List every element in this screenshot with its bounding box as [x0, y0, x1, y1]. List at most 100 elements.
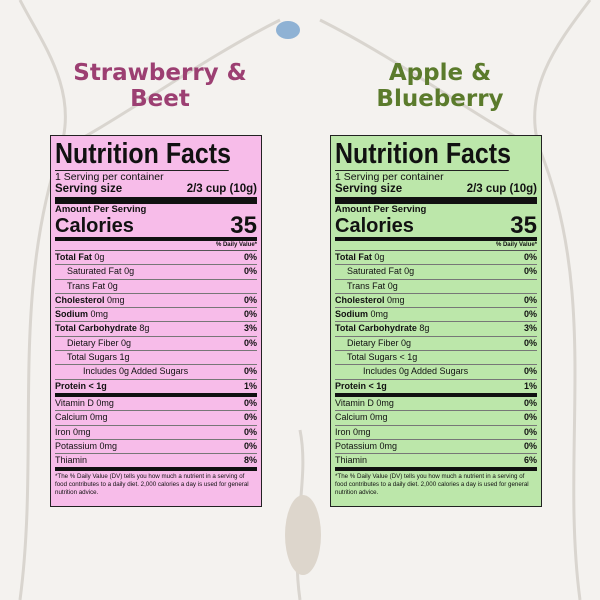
daily-value-header: % Daily Value*	[55, 241, 257, 251]
nutrient-name: Protein < 1g	[55, 380, 107, 391]
nutrient-row: Total Sugars < 1g	[335, 351, 537, 366]
nutrient: Saturated Fat 0g	[335, 265, 414, 278]
nutrient-row: Sodium 0mg 0%	[55, 308, 257, 323]
nutrient-row: Potassium 0mg 0%	[335, 440, 537, 455]
nutrient-name: Total Sugars	[67, 352, 118, 363]
nutrient-row: Total Carbohydrate 8g 3%	[335, 322, 537, 337]
nutrient: Total Carbohydrate 8g	[55, 322, 149, 335]
nutrient-amount: 0mg	[99, 440, 118, 451]
nutrient-amount: 0mg	[379, 440, 398, 451]
nutrient-amount: 0mg	[90, 412, 108, 423]
nutrient: Sodium 0mg	[335, 308, 388, 321]
nutrient: Trans Fat 0g	[335, 280, 398, 293]
daily-value: 8%	[243, 455, 257, 466]
daily-value: 0%	[523, 440, 537, 451]
nutrient: Vitamin D 0mg	[335, 397, 394, 410]
nutrient: Total Carbohydrate 8g	[335, 322, 429, 335]
nutrient: Calcium 0mg	[55, 411, 108, 424]
daily-value: 0%	[523, 397, 537, 408]
daily-value: 0%	[243, 366, 257, 377]
nutrient-amount: 0g	[124, 266, 135, 277]
daily-value: 0%	[523, 252, 537, 262]
nutrient: Calcium 0mg	[335, 411, 388, 424]
nutrient: Total Fat 0g	[55, 251, 104, 264]
product-panel: Apple & Blueberry Nutrition Facts 1 Servin…	[320, 60, 560, 507]
nutrient-row: Includes 0g Added Sugars 0%	[55, 365, 257, 380]
nutrient-row: Vitamin D 0mg 0%	[335, 397, 537, 412]
daily-value: 0%	[523, 294, 537, 305]
nutrient: Thiamin	[55, 454, 87, 467]
nutrient-name: Dietary Fiber	[347, 337, 399, 348]
serving-size-value: 2/3 cup (10g)	[186, 183, 257, 195]
calories: Calories 35	[335, 212, 537, 241]
daily-value: 0%	[523, 309, 537, 320]
daily-value: 1%	[523, 380, 537, 391]
nutrient-name: Total Carbohydrate	[55, 323, 137, 334]
nutrient-row: Thiamin 6%	[335, 454, 537, 472]
serving-size-label: Serving size	[335, 183, 403, 195]
nutrient-name: Saturated Fat	[67, 266, 122, 277]
nutrient-row: Dietary Fiber 0g 0%	[335, 337, 537, 352]
daily-value: 0%	[523, 412, 537, 423]
nutrient: Potassium 0mg	[335, 440, 397, 453]
calories-label: Calories	[335, 215, 414, 237]
nutrient-amount: < 1g	[399, 352, 418, 363]
calories-label: Calories	[55, 215, 134, 237]
nutrient-amount: 0g	[121, 337, 132, 348]
nutrient-amount: 0mg	[387, 294, 405, 305]
nutrient-row: Trans Fat 0g	[335, 280, 537, 294]
nutrition-label: Nutrition Facts 1 Serving per container Se…	[50, 135, 262, 507]
daily-value: 0%	[243, 412, 257, 423]
nutrient-row: Total Sugars 1g	[55, 351, 257, 366]
product-panel: Strawberry & Beet Nutrition Facts 1 Servin…	[40, 60, 280, 507]
nutrient-name: Total Sugars	[347, 352, 398, 363]
nutrient-name: Vitamin D	[335, 397, 374, 408]
product-title: Apple & Blueberry	[376, 60, 504, 112]
label-heading: Nutrition Facts	[55, 138, 231, 171]
nutrient-amount: 8g	[139, 323, 150, 334]
nutrient-name: Potassium	[55, 440, 98, 451]
nutrient-amount: 1g	[119, 352, 130, 363]
serving-size: Serving size 2/3 cup (10g)	[335, 183, 537, 204]
nutrient-name: Thiamin	[55, 455, 88, 466]
nutrient-amount: 0mg	[370, 309, 389, 320]
daily-value: 0%	[523, 337, 537, 348]
nutrient-name: Dietary Fiber	[67, 337, 119, 348]
daily-value: 0%	[243, 397, 257, 408]
nutrient: Includes 0g Added Sugars	[335, 365, 468, 378]
calories-value: 35	[510, 212, 537, 239]
serving-size-value: 2/3 cup (10g)	[466, 183, 537, 195]
daily-value-header: % Daily Value*	[335, 241, 537, 251]
nutrient-row: Potassium 0mg 0%	[55, 440, 257, 455]
nutrient-row: Sodium 0mg 0%	[335, 308, 537, 323]
nutrient-name: Iron	[335, 426, 351, 437]
rabbit	[285, 495, 321, 575]
daily-value: 0%	[243, 266, 257, 277]
nutrient-name: Sodium	[335, 309, 368, 320]
nutrient-row: Saturated Fat 0g 0%	[55, 265, 257, 280]
nutrient: Cholesterol 0mg	[335, 294, 405, 307]
nutrient: Total Sugars 1g	[55, 351, 130, 364]
nutrient-name: Calcium	[335, 412, 368, 423]
nutrient-row: Thiamin 8%	[55, 454, 257, 472]
nutrient-amount: 0g	[94, 252, 105, 262]
nutrient: Sodium 0mg	[55, 308, 108, 321]
servings: 1 Serving per container	[335, 171, 444, 183]
nutrient: Cholesterol 0mg	[55, 294, 125, 307]
nutrient-name: Cholesterol	[335, 294, 385, 305]
nutrient-row: Protein < 1g 1%	[55, 380, 257, 397]
nutrient: Thiamin	[335, 454, 367, 467]
nutrient-name: Saturated Fat	[347, 266, 402, 277]
nutrient-amount: 0mg	[370, 412, 388, 423]
nutrient-row: Vitamin D 0mg 0%	[55, 397, 257, 412]
nutrient-amount: 8g	[419, 323, 430, 334]
nutrient-row: Iron 0mg 0%	[55, 426, 257, 440]
calories-value: 35	[230, 212, 257, 239]
daily-value: 0%	[243, 252, 257, 262]
nutrient-name: Includes 0g Added Sugars	[363, 366, 469, 377]
daily-value: 6%	[523, 455, 537, 466]
daily-value: 3%	[523, 323, 537, 334]
nutrient-name: Total Fat	[55, 252, 92, 262]
calories: Calories 35	[55, 212, 257, 241]
